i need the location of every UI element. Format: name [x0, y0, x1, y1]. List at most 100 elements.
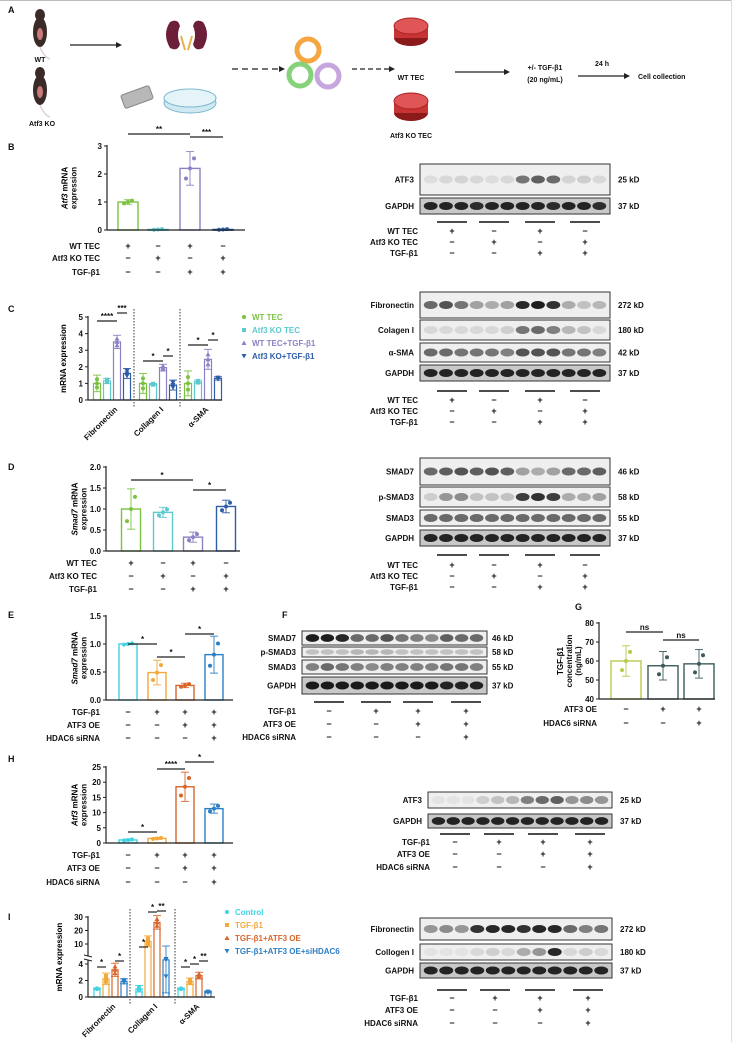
- blot-condition-value: −: [491, 248, 496, 258]
- mouse-organs: [37, 28, 43, 40]
- blot-band: [578, 925, 593, 933]
- blot-strip-gapdh: [301, 676, 488, 695]
- blot-band: [561, 514, 576, 522]
- blot-condition-value: +: [449, 395, 454, 405]
- blot-band: [500, 301, 515, 309]
- panel-label-g: G: [575, 602, 582, 612]
- blot-band: [425, 663, 439, 671]
- blot-condition-value: −: [452, 837, 457, 847]
- blot-condition-value: −: [326, 719, 331, 729]
- y-tick-label: 0: [79, 993, 84, 1002]
- blot-kd-label: 25 kD: [618, 176, 640, 185]
- data-point: [141, 386, 145, 391]
- blot-band: [531, 369, 545, 377]
- blot-condition-value: −: [491, 226, 496, 236]
- blot-protein-label: GAPDH: [385, 369, 414, 378]
- data-point: [124, 371, 130, 376]
- blot-condition-value: +: [537, 248, 542, 258]
- blot-band: [461, 817, 475, 825]
- blot-condition-value: +: [496, 837, 501, 847]
- blot-band: [561, 301, 576, 309]
- petri-dish-top: [163, 88, 217, 108]
- blot-condition-value: +: [587, 862, 592, 872]
- blot-band: [592, 514, 607, 522]
- condition-value: +: [211, 877, 216, 887]
- legend-marker: [241, 340, 247, 345]
- blot-strip-atf3: [419, 163, 611, 196]
- condition-value: −: [125, 877, 130, 887]
- blot-band: [439, 649, 454, 655]
- blot-band: [469, 534, 484, 542]
- blot-band: [470, 966, 485, 975]
- legend-label: WT TEC: [252, 313, 283, 322]
- blot-strip-collogen-i: [419, 943, 613, 961]
- data-point: [205, 351, 211, 357]
- blot-band: [454, 663, 469, 671]
- blot-band: [454, 301, 469, 309]
- y-tick-label: 1.0: [90, 640, 102, 649]
- blot-band: [439, 681, 454, 690]
- blot-band: [469, 348, 484, 357]
- data-point: [628, 649, 632, 654]
- data-point: [620, 668, 624, 673]
- endpoint-label: Cell collection: [638, 74, 685, 81]
- blot-band: [365, 634, 379, 642]
- wt-tec-dish-icon: [393, 17, 429, 46]
- blot-condition-row-label: WT TEC: [387, 561, 418, 570]
- blot-condition-value: −: [492, 1005, 497, 1015]
- y-tick-label: 0: [97, 839, 102, 848]
- condition-row-label: Atf3 KO TEC: [49, 572, 97, 581]
- blot-band: [592, 493, 607, 501]
- blot-band: [577, 202, 591, 210]
- axis-break-mark: [83, 958, 93, 962]
- data-point: [105, 377, 109, 382]
- blot-condition-value: −: [449, 417, 454, 427]
- blot-band: [410, 649, 424, 655]
- blot-band: [546, 534, 561, 542]
- blot-kd-label: 58 kD: [492, 648, 514, 657]
- blot-strip-p-smad3: [419, 486, 611, 508]
- dish-top: [393, 17, 429, 35]
- legend-label: TGF-β1+ATF3 OE: [235, 934, 302, 943]
- data-point: [657, 672, 661, 677]
- data-point: [122, 201, 126, 206]
- blot-band: [561, 326, 576, 334]
- data-point: [124, 368, 130, 374]
- blot-condition-value: +: [537, 560, 542, 570]
- data-point: [112, 970, 118, 976]
- condition-value: +: [190, 584, 195, 594]
- condition-value: −: [623, 718, 628, 728]
- y-axis-label-text: mRNA expression: [59, 324, 68, 393]
- blot-protein-label: Colagen I: [378, 326, 414, 335]
- data-point: [159, 835, 163, 840]
- condition-value: −: [154, 877, 159, 887]
- cell-clusters-icon: [286, 36, 342, 90]
- data-point: [129, 507, 133, 511]
- y-tick-label: 3: [79, 346, 84, 355]
- blot-condition-value: −: [491, 582, 496, 592]
- blot-condition-value: +: [587, 837, 592, 847]
- legend-label: WT TEC+TGF-β1: [252, 339, 316, 348]
- kidney-right: [193, 20, 207, 50]
- blot-condition-value: +: [415, 719, 420, 729]
- blot-band: [485, 514, 499, 522]
- data-point: [196, 378, 200, 383]
- blot-kd-label: 46 kD: [492, 634, 514, 643]
- blot-band: [335, 681, 350, 690]
- blot-condition-value: −: [491, 417, 496, 427]
- blot-band: [439, 369, 453, 377]
- panel-label-e: E: [8, 610, 14, 620]
- arrow-digest-head: [279, 66, 285, 72]
- blot-band: [454, 681, 469, 690]
- blot-band: [454, 326, 469, 334]
- blot-band: [335, 663, 350, 671]
- blot-condition-value: +: [463, 706, 468, 716]
- blot-band: [335, 649, 350, 655]
- condition-value: +: [211, 720, 216, 730]
- blot-band: [469, 663, 484, 671]
- significance-label: ***: [202, 128, 212, 137]
- data-point: [184, 176, 188, 181]
- time-label: 24 h: [595, 61, 609, 68]
- condition-value: +: [155, 253, 160, 263]
- blot-band: [592, 348, 607, 357]
